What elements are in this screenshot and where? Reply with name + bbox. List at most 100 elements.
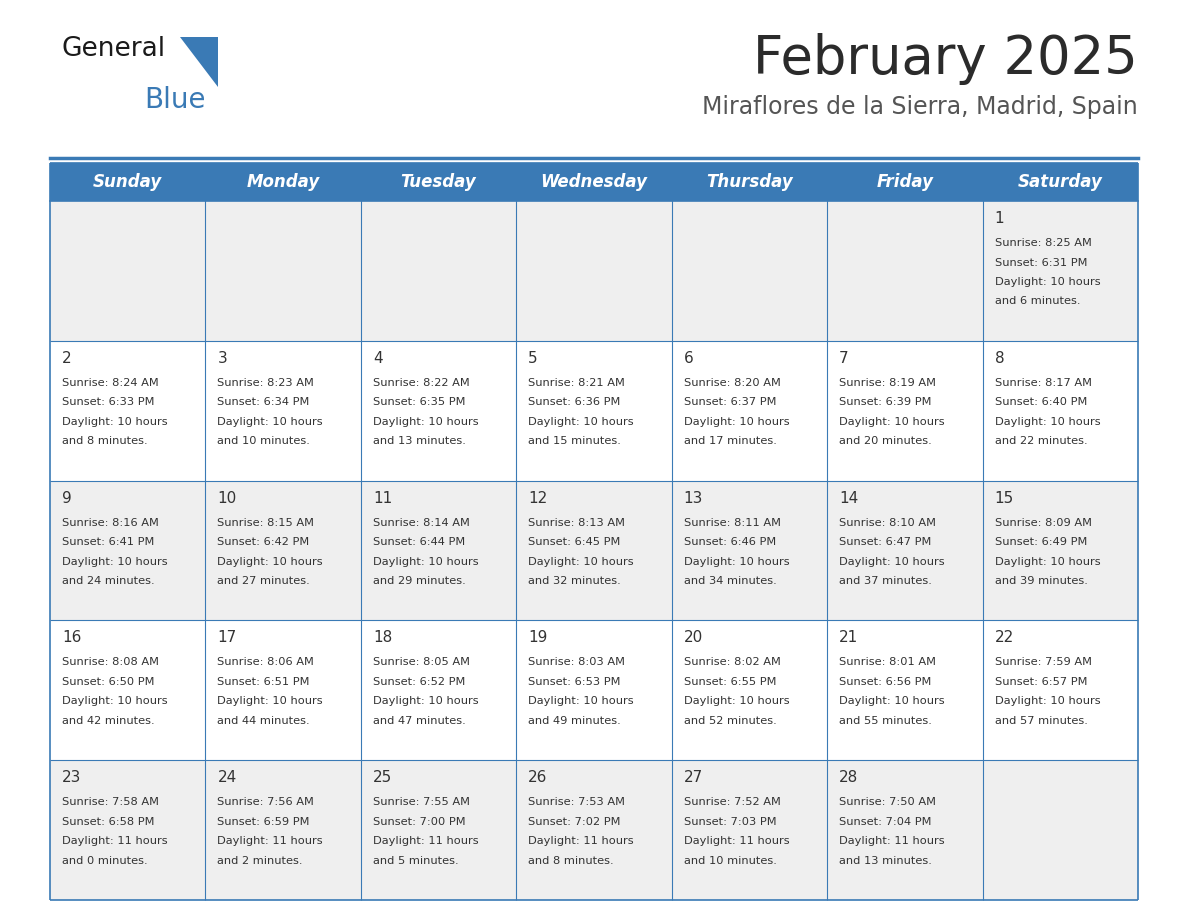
Text: Sunrise: 7:53 AM: Sunrise: 7:53 AM bbox=[529, 797, 625, 807]
Text: Sunset: 6:59 PM: Sunset: 6:59 PM bbox=[217, 817, 310, 827]
Text: 24: 24 bbox=[217, 770, 236, 785]
Text: Daylight: 11 hours: Daylight: 11 hours bbox=[529, 836, 634, 846]
Text: Sunrise: 7:50 AM: Sunrise: 7:50 AM bbox=[839, 797, 936, 807]
Text: Sunrise: 7:59 AM: Sunrise: 7:59 AM bbox=[994, 657, 1092, 667]
Text: and 22 minutes.: and 22 minutes. bbox=[994, 436, 1087, 446]
Text: Sunrise: 8:20 AM: Sunrise: 8:20 AM bbox=[684, 378, 781, 387]
Text: 1: 1 bbox=[994, 211, 1004, 226]
Text: Sunset: 6:41 PM: Sunset: 6:41 PM bbox=[62, 537, 154, 547]
Text: and 0 minutes.: and 0 minutes. bbox=[62, 856, 147, 866]
Bar bbox=[517, 760, 671, 900]
Text: and 6 minutes.: and 6 minutes. bbox=[994, 297, 1080, 307]
Text: and 47 minutes.: and 47 minutes. bbox=[373, 716, 466, 726]
Bar bbox=[50, 163, 206, 201]
Text: Blue: Blue bbox=[144, 86, 206, 114]
Text: Sunset: 6:53 PM: Sunset: 6:53 PM bbox=[529, 677, 621, 687]
Bar bbox=[206, 481, 361, 621]
Text: and 44 minutes.: and 44 minutes. bbox=[217, 716, 310, 726]
Text: 23: 23 bbox=[62, 770, 81, 785]
Text: Sunset: 6:36 PM: Sunset: 6:36 PM bbox=[529, 397, 620, 408]
Text: and 5 minutes.: and 5 minutes. bbox=[373, 856, 459, 866]
Text: 20: 20 bbox=[684, 631, 703, 645]
Text: and 55 minutes.: and 55 minutes. bbox=[839, 716, 933, 726]
Text: 15: 15 bbox=[994, 490, 1013, 506]
Text: 6: 6 bbox=[684, 351, 694, 365]
Text: Sunset: 6:40 PM: Sunset: 6:40 PM bbox=[994, 397, 1087, 408]
Text: Sunrise: 8:01 AM: Sunrise: 8:01 AM bbox=[839, 657, 936, 667]
Text: Daylight: 10 hours: Daylight: 10 hours bbox=[373, 417, 479, 427]
Bar bbox=[671, 760, 827, 900]
Bar bbox=[982, 201, 1138, 341]
Text: Daylight: 10 hours: Daylight: 10 hours bbox=[529, 417, 634, 427]
Text: and 10 minutes.: and 10 minutes. bbox=[684, 856, 777, 866]
Text: and 39 minutes.: and 39 minutes. bbox=[994, 577, 1087, 586]
Text: Sunset: 6:42 PM: Sunset: 6:42 PM bbox=[217, 537, 310, 547]
Text: Sunset: 6:57 PM: Sunset: 6:57 PM bbox=[994, 677, 1087, 687]
Bar bbox=[827, 621, 982, 760]
Text: Sunrise: 7:55 AM: Sunrise: 7:55 AM bbox=[373, 797, 470, 807]
Text: and 37 minutes.: and 37 minutes. bbox=[839, 577, 933, 586]
Bar bbox=[517, 341, 671, 481]
Text: Sunset: 6:50 PM: Sunset: 6:50 PM bbox=[62, 677, 154, 687]
Text: Friday: Friday bbox=[877, 173, 934, 191]
Text: 11: 11 bbox=[373, 490, 392, 506]
Text: 19: 19 bbox=[529, 631, 548, 645]
Bar bbox=[827, 481, 982, 621]
Bar bbox=[361, 760, 517, 900]
Text: 9: 9 bbox=[62, 490, 71, 506]
Bar bbox=[206, 163, 361, 201]
Text: Daylight: 11 hours: Daylight: 11 hours bbox=[373, 836, 479, 846]
Text: Sunset: 6:51 PM: Sunset: 6:51 PM bbox=[217, 677, 310, 687]
Text: Sunset: 6:49 PM: Sunset: 6:49 PM bbox=[994, 537, 1087, 547]
Bar bbox=[827, 341, 982, 481]
Bar bbox=[982, 341, 1138, 481]
Text: Daylight: 10 hours: Daylight: 10 hours bbox=[217, 697, 323, 706]
Bar bbox=[827, 163, 982, 201]
Text: Sunrise: 8:13 AM: Sunrise: 8:13 AM bbox=[529, 518, 625, 528]
Bar bbox=[206, 760, 361, 900]
Text: Sunset: 6:34 PM: Sunset: 6:34 PM bbox=[217, 397, 310, 408]
Text: Daylight: 10 hours: Daylight: 10 hours bbox=[839, 556, 944, 566]
Text: 2: 2 bbox=[62, 351, 71, 365]
Text: and 20 minutes.: and 20 minutes. bbox=[839, 436, 931, 446]
Text: Sunset: 7:02 PM: Sunset: 7:02 PM bbox=[529, 817, 621, 827]
Text: Sunrise: 7:56 AM: Sunrise: 7:56 AM bbox=[217, 797, 315, 807]
Text: and 13 minutes.: and 13 minutes. bbox=[373, 436, 466, 446]
Text: Sunset: 6:52 PM: Sunset: 6:52 PM bbox=[373, 677, 466, 687]
Text: Sunrise: 8:09 AM: Sunrise: 8:09 AM bbox=[994, 518, 1092, 528]
Text: and 52 minutes.: and 52 minutes. bbox=[684, 716, 777, 726]
Text: Sunrise: 8:21 AM: Sunrise: 8:21 AM bbox=[529, 378, 625, 387]
Text: Sunrise: 8:25 AM: Sunrise: 8:25 AM bbox=[994, 238, 1092, 248]
Text: 17: 17 bbox=[217, 631, 236, 645]
Text: 16: 16 bbox=[62, 631, 81, 645]
Bar bbox=[671, 163, 827, 201]
Text: 26: 26 bbox=[529, 770, 548, 785]
Bar bbox=[982, 481, 1138, 621]
Text: Sunrise: 8:10 AM: Sunrise: 8:10 AM bbox=[839, 518, 936, 528]
Text: Sunrise: 8:24 AM: Sunrise: 8:24 AM bbox=[62, 378, 159, 387]
Bar bbox=[50, 481, 206, 621]
Text: and 34 minutes.: and 34 minutes. bbox=[684, 577, 777, 586]
Text: Daylight: 10 hours: Daylight: 10 hours bbox=[994, 417, 1100, 427]
Text: and 8 minutes.: and 8 minutes. bbox=[529, 856, 614, 866]
Text: February 2025: February 2025 bbox=[753, 33, 1138, 85]
Text: Sunset: 7:04 PM: Sunset: 7:04 PM bbox=[839, 817, 931, 827]
Text: 10: 10 bbox=[217, 490, 236, 506]
Text: Sunrise: 8:16 AM: Sunrise: 8:16 AM bbox=[62, 518, 159, 528]
Bar bbox=[517, 621, 671, 760]
Bar bbox=[671, 481, 827, 621]
Text: Thursday: Thursday bbox=[706, 173, 792, 191]
Text: Sunrise: 8:03 AM: Sunrise: 8:03 AM bbox=[529, 657, 625, 667]
Text: Sunset: 6:45 PM: Sunset: 6:45 PM bbox=[529, 537, 620, 547]
Text: Sunset: 6:46 PM: Sunset: 6:46 PM bbox=[684, 537, 776, 547]
Text: Sunrise: 7:52 AM: Sunrise: 7:52 AM bbox=[684, 797, 781, 807]
Text: Wednesday: Wednesday bbox=[541, 173, 647, 191]
Text: Miraflores de la Sierra, Madrid, Spain: Miraflores de la Sierra, Madrid, Spain bbox=[702, 95, 1138, 119]
Bar bbox=[671, 341, 827, 481]
Text: Sunset: 7:00 PM: Sunset: 7:00 PM bbox=[373, 817, 466, 827]
Bar bbox=[50, 760, 206, 900]
Text: 28: 28 bbox=[839, 770, 859, 785]
Text: Sunrise: 8:06 AM: Sunrise: 8:06 AM bbox=[217, 657, 315, 667]
Text: General: General bbox=[62, 36, 166, 62]
Text: Sunset: 6:44 PM: Sunset: 6:44 PM bbox=[373, 537, 466, 547]
